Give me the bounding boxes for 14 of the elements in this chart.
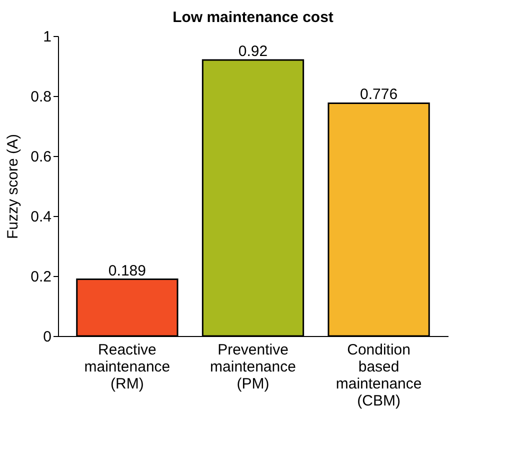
y-tick-label: 1 (43, 28, 52, 46)
y-tick-label: 0.2 (30, 268, 52, 286)
data-label: 0.92 (238, 43, 268, 60)
y-axis-title: Fuzzy score (A) (4, 134, 22, 240)
data-label: 0.189 (108, 262, 146, 280)
chart-title: Low maintenance cost (172, 9, 334, 26)
y-tick-label: 0.6 (30, 148, 52, 166)
y-tick-label: 0.4 (30, 208, 52, 226)
x-tick-label: Condition based maintenance (CBM) (336, 342, 422, 410)
x-tick-label: Reactive maintenance (RM) (84, 342, 170, 392)
y-tick-label: 0.8 (30, 88, 52, 106)
y-tick-label: 0 (43, 328, 52, 346)
data-label: 0.776 (360, 86, 398, 104)
x-tick-label: Preventive maintenance (PM) (210, 342, 296, 392)
